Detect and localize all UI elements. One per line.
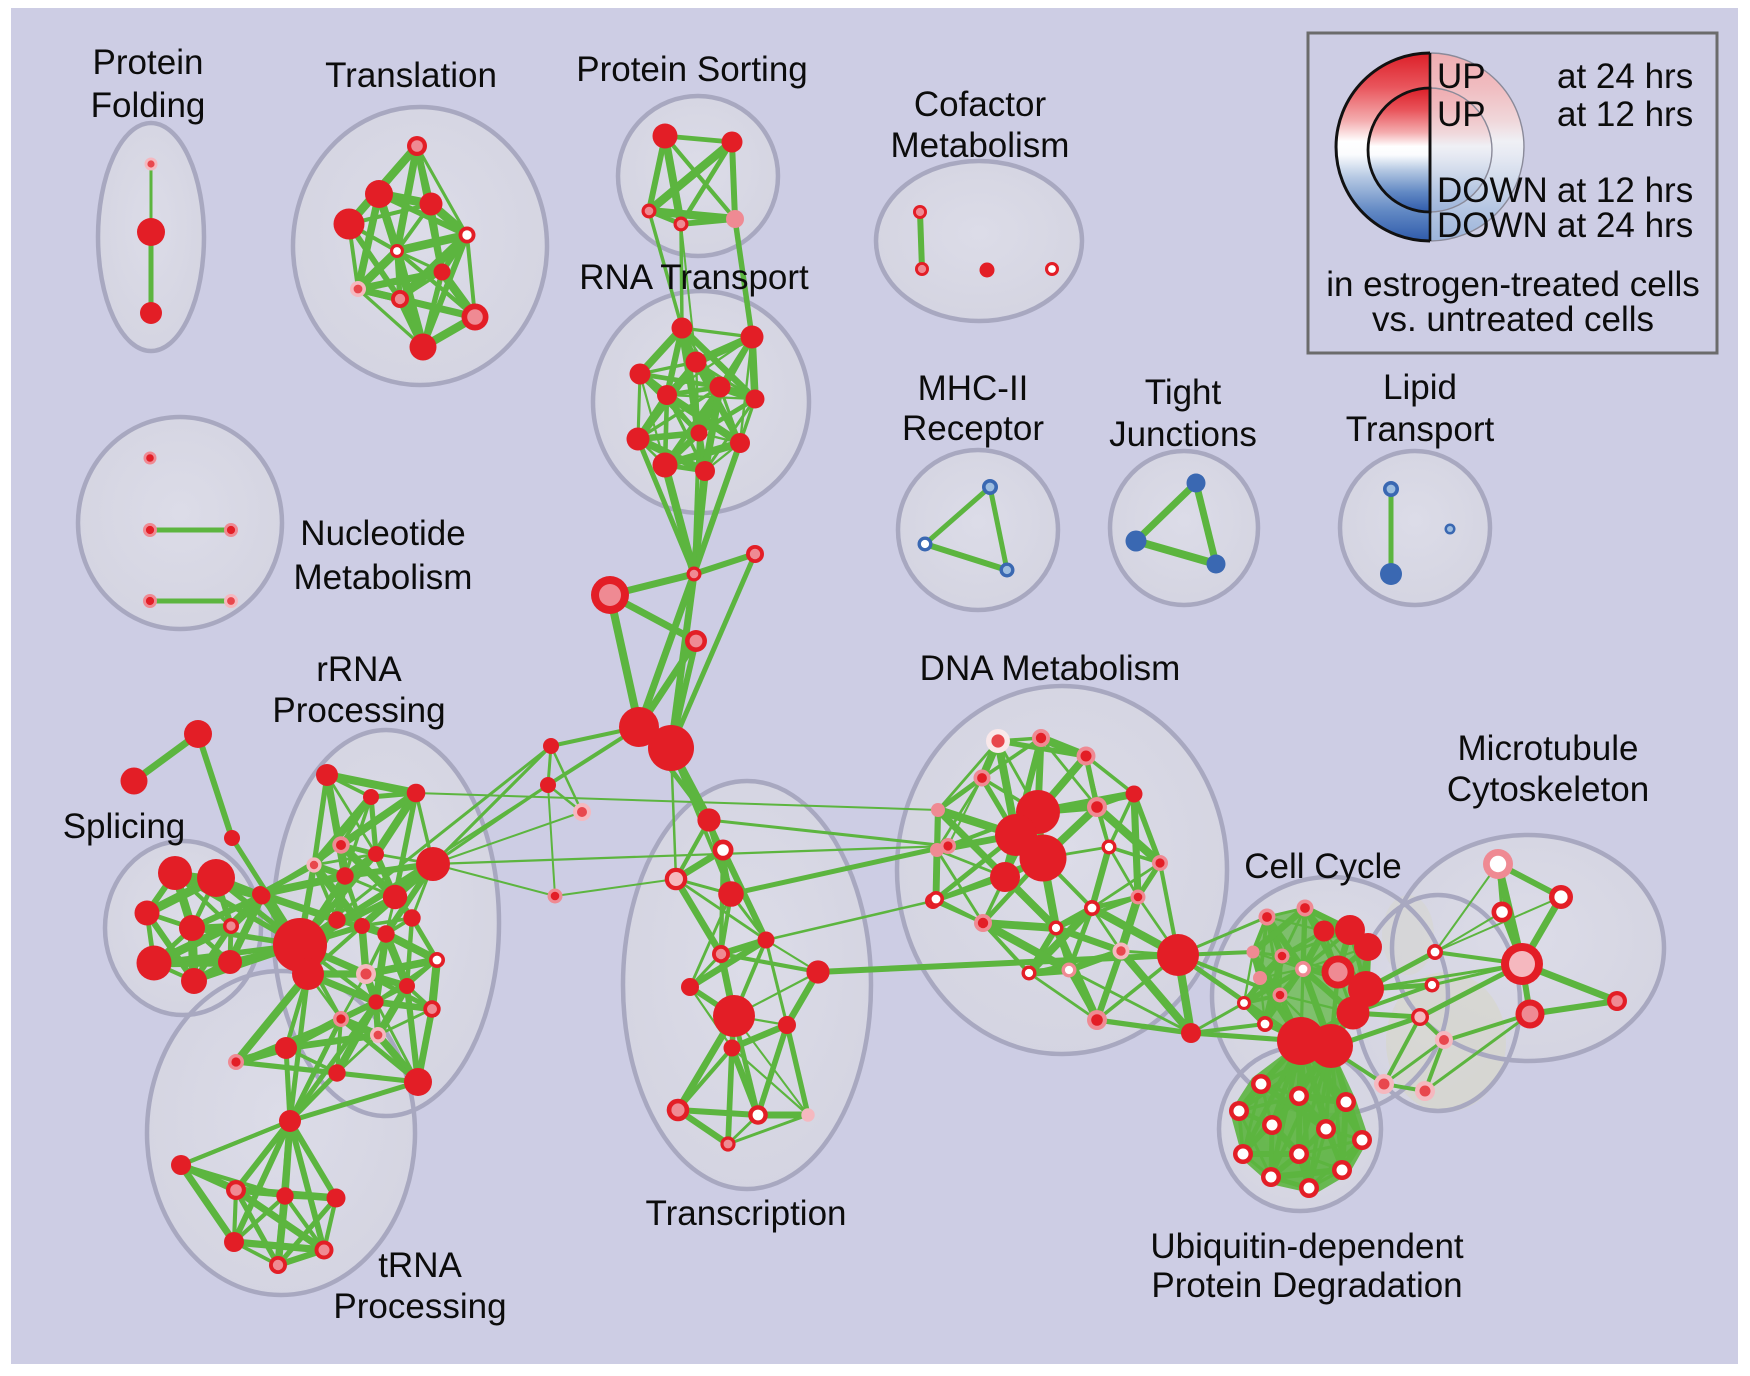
svg-text:rRNA: rRNA bbox=[316, 650, 402, 689]
svg-text:Cofactor: Cofactor bbox=[914, 85, 1047, 124]
svg-text:Translation: Translation bbox=[325, 56, 497, 95]
svg-text:at 24 hrs: at 24 hrs bbox=[1557, 57, 1693, 96]
svg-text:Ubiquitin-dependent: Ubiquitin-dependent bbox=[1150, 1227, 1464, 1266]
svg-text:in estrogen-treated cells: in estrogen-treated cells bbox=[1326, 265, 1700, 304]
svg-text:DNA Metabolism: DNA Metabolism bbox=[920, 649, 1181, 688]
svg-text:Protein: Protein bbox=[93, 43, 204, 82]
svg-text:at 24 hrs: at 24 hrs bbox=[1557, 206, 1693, 245]
svg-text:Cytoskeleton: Cytoskeleton bbox=[1447, 770, 1649, 809]
svg-text:vs. untreated cells: vs. untreated cells bbox=[1372, 300, 1654, 339]
svg-text:Junctions: Junctions bbox=[1109, 415, 1257, 454]
svg-text:Processing: Processing bbox=[333, 1287, 506, 1326]
svg-text:Transcription: Transcription bbox=[646, 1194, 847, 1233]
svg-text:tRNA: tRNA bbox=[378, 1246, 462, 1285]
svg-text:Metabolism: Metabolism bbox=[294, 558, 473, 597]
svg-text:Metabolism: Metabolism bbox=[891, 126, 1070, 165]
svg-text:Processing: Processing bbox=[272, 691, 445, 730]
svg-text:at 12 hrs: at 12 hrs bbox=[1557, 171, 1693, 210]
svg-text:Protein Degradation: Protein Degradation bbox=[1151, 1266, 1462, 1305]
svg-text:RNA Transport: RNA Transport bbox=[579, 258, 809, 297]
svg-text:Protein Sorting: Protein Sorting bbox=[576, 50, 808, 89]
svg-text:Transport: Transport bbox=[1346, 410, 1495, 449]
svg-text:Nucleotide: Nucleotide bbox=[300, 514, 465, 553]
svg-text:UP: UP bbox=[1437, 95, 1486, 134]
svg-text:Microtubule: Microtubule bbox=[1458, 729, 1639, 768]
svg-text:at 12 hrs: at 12 hrs bbox=[1557, 95, 1693, 134]
svg-text:DOWN: DOWN bbox=[1437, 171, 1548, 210]
svg-text:Folding: Folding bbox=[91, 86, 206, 125]
svg-text:Cell Cycle: Cell Cycle bbox=[1244, 847, 1402, 886]
svg-text:UP: UP bbox=[1437, 57, 1486, 96]
svg-text:MHC-II: MHC-II bbox=[918, 369, 1029, 408]
svg-text:Tight: Tight bbox=[1145, 373, 1222, 412]
svg-text:Splicing: Splicing bbox=[63, 807, 186, 846]
svg-text:Lipid: Lipid bbox=[1383, 368, 1457, 407]
svg-text:DOWN: DOWN bbox=[1437, 206, 1548, 245]
svg-text:Receptor: Receptor bbox=[902, 409, 1044, 448]
